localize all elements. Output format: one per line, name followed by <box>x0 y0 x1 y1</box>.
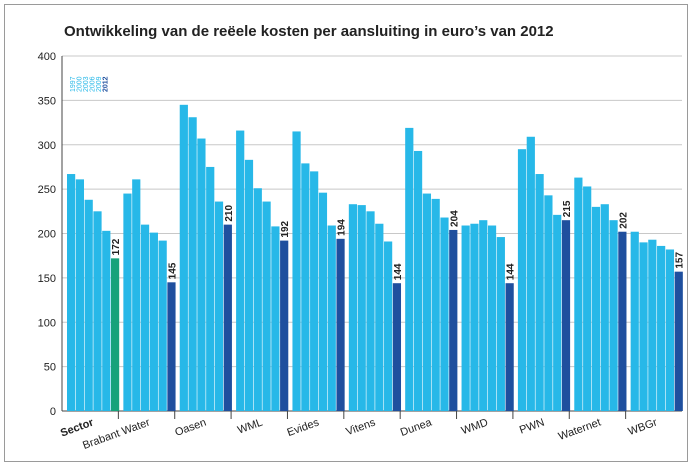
legend-label: 2000 <box>77 76 84 92</box>
bar <box>84 199 93 411</box>
value-label: 157 <box>675 252 686 269</box>
bar <box>301 163 310 411</box>
bar <box>244 159 254 411</box>
bar <box>561 220 571 411</box>
bar <box>366 211 375 411</box>
bar <box>158 240 167 411</box>
bar <box>591 206 601 411</box>
bar <box>348 204 358 411</box>
legend-label: 2009 <box>96 76 103 92</box>
value-label: 204 <box>449 210 460 227</box>
bar <box>253 188 262 411</box>
bar <box>665 249 675 411</box>
bar <box>431 198 440 411</box>
value-label: 194 <box>337 219 348 236</box>
bar <box>140 224 150 411</box>
bar <box>648 239 657 411</box>
bar <box>440 217 449 411</box>
bar <box>167 282 176 411</box>
y-tick-label: 250 <box>38 184 56 196</box>
bar <box>639 242 648 411</box>
bar <box>188 117 197 412</box>
y-tick-label: 350 <box>38 95 56 107</box>
y-tick-label: 300 <box>38 140 56 152</box>
legend-label: 1997 <box>70 76 77 92</box>
bar <box>487 225 497 411</box>
bar <box>405 127 414 411</box>
bar <box>413 150 423 411</box>
y-tick-label: 150 <box>38 273 56 285</box>
bar <box>310 171 319 411</box>
bar <box>318 192 328 411</box>
bar <box>600 204 609 411</box>
chart-title: Ontwikkeling van de reëele kosten per aa… <box>64 23 554 40</box>
bar <box>574 177 583 411</box>
bar <box>422 193 431 411</box>
bar <box>132 179 141 411</box>
bar <box>75 179 84 411</box>
bar <box>535 174 544 411</box>
value-label: 215 <box>562 200 573 217</box>
bar <box>280 240 289 411</box>
bar <box>214 201 224 411</box>
value-label: 144 <box>393 263 404 280</box>
bar <box>479 220 488 411</box>
bar <box>544 195 553 411</box>
value-label: 192 <box>280 220 291 237</box>
bar <box>470 223 479 411</box>
bar <box>674 271 683 411</box>
y-tick-label: 400 <box>38 51 56 63</box>
bar <box>618 231 627 411</box>
value-label: 172 <box>111 238 122 255</box>
bar <box>526 136 535 411</box>
bar <box>102 230 111 411</box>
bar <box>111 258 120 411</box>
bar <box>262 201 271 411</box>
y-tick-label: 200 <box>38 229 56 241</box>
value-label: 202 <box>618 212 629 229</box>
bar <box>496 237 505 411</box>
bar <box>517 149 527 411</box>
value-label: 144 <box>506 263 517 280</box>
bar <box>461 225 470 411</box>
bar <box>292 131 301 411</box>
bar <box>236 130 245 412</box>
bar <box>223 224 232 411</box>
bar <box>67 174 76 411</box>
bar <box>336 238 345 411</box>
y-tick-label: 50 <box>44 362 56 374</box>
bar <box>93 211 102 411</box>
bar <box>392 283 402 411</box>
legend-label: 2012 <box>103 76 110 92</box>
bar <box>375 223 384 411</box>
bar <box>197 138 206 411</box>
bar <box>179 104 188 411</box>
y-tick-label: 100 <box>38 317 56 329</box>
bar <box>630 231 639 411</box>
bar <box>327 225 336 411</box>
bar <box>609 220 618 411</box>
bar <box>583 186 592 411</box>
bar <box>449 229 458 411</box>
bar <box>271 226 280 411</box>
bar <box>384 241 393 411</box>
bar <box>657 245 666 411</box>
bar <box>206 166 215 411</box>
bar <box>149 232 158 411</box>
value-label: 210 <box>224 205 235 222</box>
legend-label: 2003 <box>83 76 90 92</box>
bar <box>505 283 514 411</box>
y-tick-label: 0 <box>50 406 56 418</box>
bar <box>123 193 132 411</box>
legend-label: 2006 <box>90 76 97 92</box>
value-label: 145 <box>167 262 178 279</box>
bar <box>357 205 366 411</box>
bar <box>553 214 562 411</box>
